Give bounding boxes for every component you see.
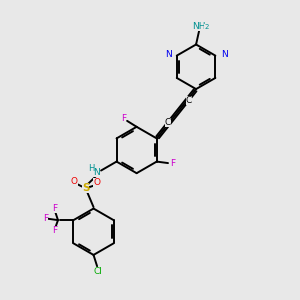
Text: S: S xyxy=(82,183,89,193)
Text: F: F xyxy=(121,114,126,123)
Text: F: F xyxy=(52,226,57,235)
Text: O: O xyxy=(93,178,100,188)
Text: O: O xyxy=(71,177,78,186)
Text: F: F xyxy=(43,214,48,223)
Text: N: N xyxy=(165,50,171,58)
Text: F: F xyxy=(170,159,175,168)
Text: C: C xyxy=(165,118,171,127)
Text: N: N xyxy=(221,50,227,58)
Text: Cl: Cl xyxy=(94,267,102,276)
Text: NH: NH xyxy=(192,22,205,31)
Text: C: C xyxy=(186,96,192,105)
Text: N: N xyxy=(93,168,100,177)
Text: F: F xyxy=(52,204,57,213)
Text: H: H xyxy=(88,164,94,173)
Text: 2: 2 xyxy=(204,24,209,30)
